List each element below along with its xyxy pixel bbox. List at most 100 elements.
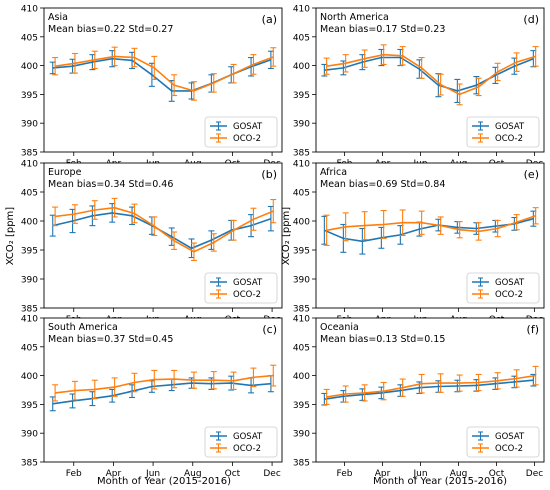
y-tick-label: 410 xyxy=(293,315,310,325)
chart-panel-africa: 385390395400405410FebAprJunAugOctDecAfri… xyxy=(293,160,545,325)
y-tick-label: 405 xyxy=(293,343,310,353)
legend-label: GOSAT xyxy=(495,278,525,288)
error-bar xyxy=(342,212,349,242)
series-line-oco-2 xyxy=(55,206,274,253)
error-bar xyxy=(71,52,78,74)
y-tick-label: 400 xyxy=(21,372,38,382)
legend-entry-gosat: GOSAT xyxy=(210,431,263,442)
error-bar xyxy=(52,56,59,76)
legend: GOSAT OCO-2 xyxy=(204,116,278,148)
y-tick-label: 390 xyxy=(293,120,310,130)
error-bar xyxy=(190,371,197,389)
y-axis-label-left: XCO₂ [ppm] xyxy=(5,207,16,266)
stats-label: Mean bias=0.34 Std=0.46 xyxy=(48,179,173,190)
error-bar xyxy=(230,219,237,241)
y-tick-label: 405 xyxy=(293,33,310,43)
y-tick-label: 390 xyxy=(21,430,38,440)
error-bar xyxy=(513,369,520,388)
y-tick-label: 395 xyxy=(293,247,310,257)
legend-label: OCO-2 xyxy=(233,290,261,300)
legend-entry-gosat: GOSAT xyxy=(472,121,525,132)
region-label: Africa xyxy=(320,167,347,178)
region-label: Oceania xyxy=(320,322,359,333)
legend-entry-gosat: GOSAT xyxy=(210,277,263,288)
legend: GOSAT OCO-2 xyxy=(466,272,540,304)
legend: GOSAT OCO-2 xyxy=(466,116,540,148)
legend-box xyxy=(204,272,278,304)
panel-label: (b) xyxy=(261,168,277,181)
y-tick-label: 385 xyxy=(21,149,38,159)
y-tick-label: 400 xyxy=(293,218,310,228)
panel-label: (a) xyxy=(262,13,277,26)
y-axis-label-right: XCO₂ [ppm] xyxy=(281,207,292,266)
error-bar xyxy=(513,214,520,231)
y-tick-label: 410 xyxy=(293,160,310,170)
x-tick-label: Dec xyxy=(263,469,280,479)
y-tick-label: 410 xyxy=(21,160,38,170)
series-line-oco-2 xyxy=(54,55,274,92)
error-bar xyxy=(210,233,217,252)
y-tick-label: 400 xyxy=(293,372,310,382)
error-bar xyxy=(342,385,349,403)
error-bar xyxy=(71,380,78,401)
error-bar xyxy=(171,231,178,250)
series-line-oco-2 xyxy=(326,374,536,398)
y-tick-label: 385 xyxy=(21,305,38,315)
error-bar xyxy=(380,381,387,401)
error-bar xyxy=(361,49,368,68)
panels-group: 385 390 395 400 405 410 Feb Apr Jun Aug Oct Dec Asia… xyxy=(21,5,545,479)
legend-box xyxy=(466,116,540,148)
y-tick-label: 385 xyxy=(293,149,310,159)
error-bar xyxy=(456,83,463,106)
x-tick-label: Apr xyxy=(375,469,391,479)
legend-entry-oco-2: OCO-2 xyxy=(210,133,261,144)
legend-entry-gosat: GOSAT xyxy=(210,121,263,132)
legend-box xyxy=(204,116,278,148)
legend-label: GOSAT xyxy=(495,432,525,442)
error-bar xyxy=(380,210,387,239)
y-tick-label: 410 xyxy=(293,5,310,15)
error-bar xyxy=(399,46,406,66)
chart-panel-asia: 385390395400405410FebAprJunAugOctDecAsia… xyxy=(21,5,283,169)
error-bar xyxy=(361,384,368,402)
legend-label: OCO-2 xyxy=(495,290,523,300)
error-bar xyxy=(435,73,442,98)
error-bar xyxy=(91,200,98,220)
error-bar xyxy=(532,207,539,225)
stats-label: Mean bias=0.13 Std=0.15 xyxy=(320,334,445,345)
error-bar xyxy=(190,81,197,101)
x-tick-label: Aug xyxy=(450,469,468,479)
error-bar xyxy=(151,369,158,390)
error-bar xyxy=(111,377,118,397)
error-bar xyxy=(131,203,138,224)
error-bar xyxy=(210,371,217,390)
error-bar xyxy=(437,216,444,235)
error-bar xyxy=(270,47,277,67)
y-tick-label: 400 xyxy=(21,218,38,228)
error-bar xyxy=(532,46,539,67)
x-tick-label: Jun xyxy=(145,469,160,479)
series-line-gosat xyxy=(324,56,534,92)
y-tick-label: 385 xyxy=(21,459,38,469)
error-bar xyxy=(230,371,237,390)
error-bar xyxy=(513,52,520,72)
legend-entry-gosat: GOSAT xyxy=(472,277,525,288)
y-tick-label: 405 xyxy=(21,33,38,43)
x-tick-label: Apr xyxy=(106,469,122,479)
chart-panel-north-america: 385390395400405410FebAprJunAugOctDecNort… xyxy=(293,5,545,169)
y-tick-label: 395 xyxy=(293,91,310,101)
error-bar xyxy=(456,374,463,392)
error-bar xyxy=(131,372,138,393)
legend-entry-oco-2: OCO-2 xyxy=(472,443,523,454)
error-bar xyxy=(171,369,178,389)
legend-entry-oco-2: OCO-2 xyxy=(472,133,523,144)
legend-box xyxy=(466,272,540,304)
error-bar xyxy=(456,221,463,239)
error-bar xyxy=(52,384,59,402)
error-bar xyxy=(52,206,59,227)
panel-label: (d) xyxy=(523,13,539,26)
error-bar xyxy=(190,242,197,261)
legend-entry-oco-2: OCO-2 xyxy=(472,289,523,300)
error-bar xyxy=(91,379,98,400)
